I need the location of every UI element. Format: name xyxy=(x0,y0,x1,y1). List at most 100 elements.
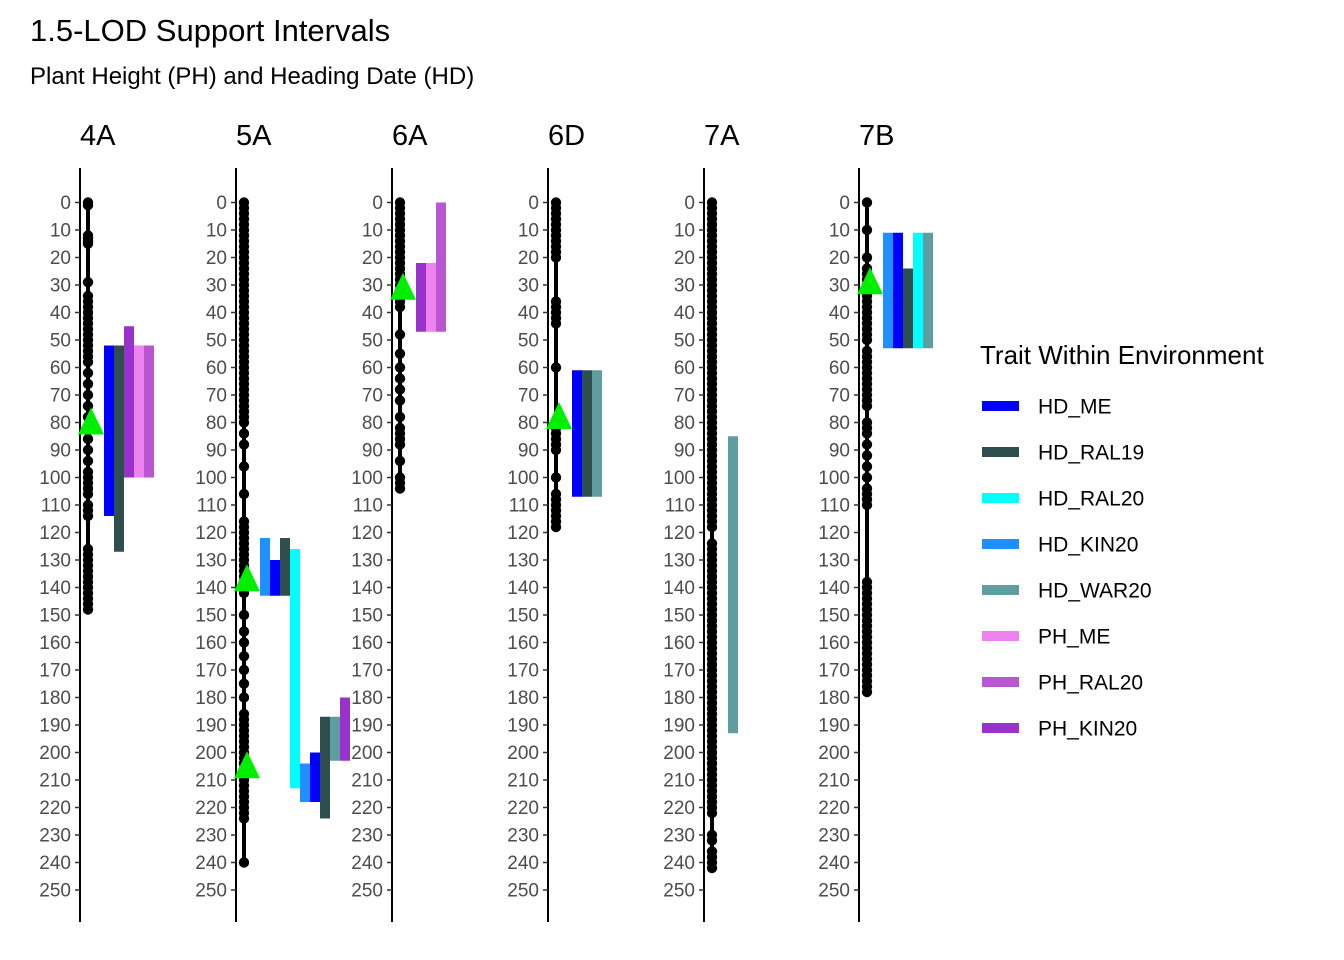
legend-item: PH_KIN20 xyxy=(982,718,1137,741)
y-tick-label: 30 xyxy=(829,276,850,297)
marker-point xyxy=(550,521,562,533)
marker-point xyxy=(82,378,94,390)
legend-item: PH_RAL20 xyxy=(982,672,1143,695)
interval-bar-PH_ME xyxy=(134,345,144,478)
marker-point xyxy=(550,444,562,456)
y-tick-label: 190 xyxy=(195,716,227,737)
qtl-peak-marker xyxy=(857,267,883,295)
marker-point xyxy=(394,455,406,467)
marker-point xyxy=(82,604,94,615)
y-tick-label: 230 xyxy=(351,826,383,847)
marker-point xyxy=(238,651,250,662)
y-tick-label: 70 xyxy=(50,386,71,407)
y-tick-label: 90 xyxy=(518,441,539,462)
y-tick-label: 30 xyxy=(518,276,539,297)
y-tick-label: 150 xyxy=(195,606,227,627)
legend-item: HD_KIN20 xyxy=(982,534,1138,557)
interval-bar-HD_ME xyxy=(893,232,903,349)
interval-bar-HD_RAL20 xyxy=(290,549,300,789)
legend-title: Trait Within Environment xyxy=(980,340,1264,370)
y-tick-label: 10 xyxy=(362,221,383,242)
marker-point xyxy=(861,472,873,483)
y-tick-label: 50 xyxy=(674,331,695,352)
y-tick-label: 170 xyxy=(195,661,227,682)
legend: Trait Within Environment HD_MEHD_RAL19HD… xyxy=(980,340,1264,741)
marker-point xyxy=(82,510,94,522)
y-tick-label: 170 xyxy=(663,661,695,682)
qtl-peak-marker xyxy=(234,751,260,779)
y-tick-label: 0 xyxy=(216,193,227,214)
y-tick-label: 120 xyxy=(195,523,227,544)
qtl-peak-marker xyxy=(78,407,104,435)
marker-point xyxy=(82,238,94,249)
y-tick-label: 100 xyxy=(818,468,850,489)
y-tick-label: 220 xyxy=(351,798,383,819)
y-tick-label: 40 xyxy=(50,303,71,324)
y-tick-label: 200 xyxy=(663,743,695,764)
interval-bar-HD_KIN20 xyxy=(300,763,310,802)
marker-point xyxy=(394,362,406,373)
chromosome-panels: 4A01020304050607080901001101201301401501… xyxy=(39,120,933,922)
y-tick-label: 90 xyxy=(206,441,227,462)
y-tick-label: 10 xyxy=(206,221,227,242)
y-tick-label: 190 xyxy=(507,716,539,737)
y-tick-label: 140 xyxy=(351,578,383,599)
y-tick-label: 20 xyxy=(206,248,227,269)
y-tick-label: 0 xyxy=(839,193,850,214)
legend-key xyxy=(982,493,1019,503)
y-tick-label: 20 xyxy=(829,248,850,269)
marker-point xyxy=(238,488,250,500)
interval-bar-PH_KIN20 xyxy=(340,697,350,761)
y-tick-label: 10 xyxy=(674,221,695,242)
y-tick-label: 240 xyxy=(195,853,227,874)
y-tick-label: 30 xyxy=(50,276,71,297)
legend-key xyxy=(982,401,1019,411)
y-tick-label: 150 xyxy=(663,606,695,627)
y-tick-label: 20 xyxy=(362,248,383,269)
legend-key xyxy=(982,585,1019,595)
marker-point xyxy=(394,384,406,395)
chromosome-panel-7B: 7B 0 10 20 30 40 50 60 70 80 90 100 110 120 130 140 150 1… xyxy=(818,120,933,922)
marker-point xyxy=(238,664,250,676)
y-tick-label: 240 xyxy=(507,853,539,874)
marker-point xyxy=(550,472,562,483)
facet-label: 7B xyxy=(859,120,894,152)
marker-point xyxy=(82,367,94,379)
y-tick-label: 30 xyxy=(674,276,695,297)
y-tick-label: 140 xyxy=(663,578,695,599)
interval-bar-HD_WAR20 xyxy=(330,716,340,761)
qtl-peak-marker xyxy=(546,402,572,429)
y-tick-label: 30 xyxy=(362,276,383,297)
y-tick-label: 170 xyxy=(351,661,383,682)
y-tick-label: 100 xyxy=(39,468,71,489)
y-tick-label: 0 xyxy=(372,193,383,214)
marker-point xyxy=(238,678,250,689)
y-tick-label: 140 xyxy=(818,578,850,599)
y-tick-label: 200 xyxy=(39,743,71,764)
y-tick-label: 110 xyxy=(820,496,850,517)
facet-label: 6D xyxy=(548,120,585,152)
y-tick-label: 170 xyxy=(818,661,850,682)
y-tick-label: 230 xyxy=(507,826,539,847)
y-tick-label: 200 xyxy=(818,743,850,764)
y-tick-label: 120 xyxy=(818,523,850,544)
facet-label: 4A xyxy=(80,120,116,152)
interval-bar-HD_RAL19 xyxy=(114,345,124,552)
y-tick-label: 160 xyxy=(663,633,695,654)
y-tick-label: 10 xyxy=(829,221,850,242)
marker-point xyxy=(706,521,718,533)
legend-key xyxy=(982,677,1019,687)
y-tick-label: 110 xyxy=(197,496,227,517)
marker-point xyxy=(82,277,94,288)
y-tick-label: 10 xyxy=(50,221,71,242)
legend-item: HD_ME xyxy=(982,396,1112,419)
marker-point xyxy=(550,362,562,373)
y-tick-label: 160 xyxy=(818,633,850,654)
y-tick-label: 60 xyxy=(362,358,383,379)
marker-point xyxy=(238,609,250,621)
interval-bar-HD_RAL20 xyxy=(913,232,923,349)
y-tick-label: 50 xyxy=(206,331,227,352)
y-tick-label: 180 xyxy=(351,688,383,709)
y-tick-label: 60 xyxy=(206,358,227,379)
